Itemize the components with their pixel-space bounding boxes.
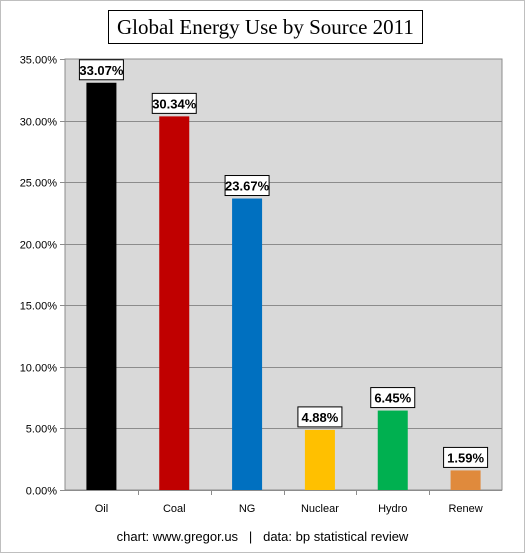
- y-tick-label: 30.00%: [20, 117, 58, 129]
- y-tick-label: 25.00%: [20, 178, 58, 190]
- data-label-box: [297, 406, 343, 428]
- y-tick-label: 5.00%: [26, 424, 57, 436]
- data-label: 33.07%: [79, 63, 124, 78]
- bar-renew: [450, 470, 481, 490]
- chart-title: Global Energy Use by Source 2011: [108, 10, 423, 44]
- data-labels: 33.07% 30.34% 23.67% 4.88% 6.45% 1.59%: [78, 59, 489, 468]
- x-tick-label: Nuclear: [301, 503, 339, 515]
- bars: [86, 82, 481, 490]
- x-tick-label: Oil: [95, 503, 108, 515]
- bar-ng: [232, 198, 263, 490]
- plot-area: [64, 58, 503, 491]
- y-tick-label: 20.00%: [20, 240, 58, 252]
- y-tick-label: 15.00%: [20, 301, 58, 313]
- data-label: 23.67%: [225, 179, 270, 194]
- data-label-box: [443, 446, 489, 468]
- x-tick-label: Coal: [163, 503, 186, 515]
- y-tick-label: 0.00%: [26, 486, 57, 498]
- data-label-box: [224, 175, 270, 197]
- axes: 0.00% 5.00% 10.00% 15.00% 20.00% 25.00% 30.00%…: [20, 55, 502, 515]
- data-label: 6.45%: [374, 391, 411, 406]
- gridlines: [65, 121, 502, 429]
- data-label-box: [370, 387, 416, 409]
- source-credit: chart: www.gregor.us | data: bp statisti…: [116, 529, 409, 544]
- bar-nuclear: [304, 429, 335, 490]
- bar-hydro: [377, 410, 408, 490]
- data-label-box: [78, 59, 124, 81]
- y-tick-label: 35.00%: [20, 55, 58, 67]
- x-tick-label: Hydro: [378, 503, 407, 515]
- bar-oil: [86, 82, 117, 490]
- data-label-box: [151, 92, 197, 114]
- x-tick-label: NG: [239, 503, 256, 515]
- x-tick-label: Renew: [448, 503, 482, 515]
- data-label: 4.88%: [301, 410, 338, 425]
- data-label: 1.59%: [447, 450, 484, 465]
- y-tick-label: 10.00%: [20, 363, 58, 375]
- bar-coal: [159, 116, 190, 490]
- data-label: 30.34%: [152, 96, 197, 111]
